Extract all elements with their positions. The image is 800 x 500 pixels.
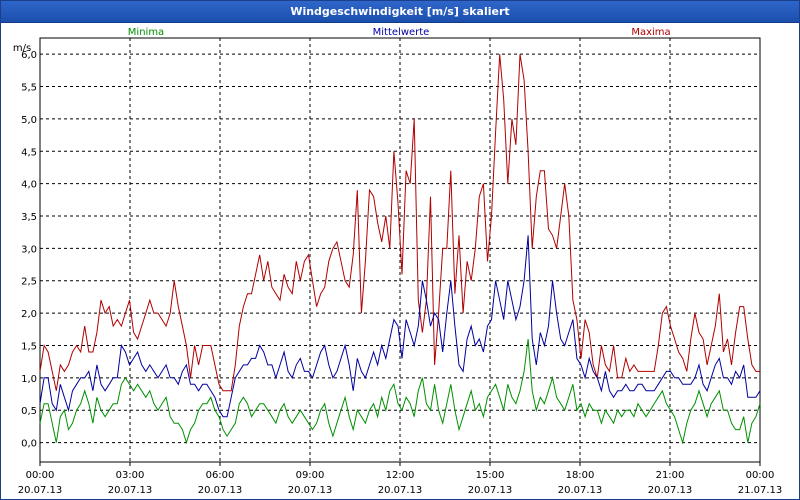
x-tick-time: 21:00 — [656, 470, 685, 481]
legend-mittelwerte: Mittelwerte — [373, 27, 430, 38]
x-tick-time: 09:00 — [296, 470, 325, 481]
x-tick-date: 20.07.13 — [648, 485, 693, 496]
y-tick-label: 4,0 — [21, 180, 37, 191]
x-tick-date: 20.07.13 — [558, 485, 603, 496]
legend-maxima: Maxima — [631, 27, 670, 38]
y-tick-label: 3,0 — [21, 244, 37, 255]
x-tick-time: 18:00 — [566, 470, 595, 481]
x-tick-time: 12:00 — [386, 470, 415, 481]
x-tick-time: 15:00 — [476, 470, 505, 481]
series-line-mittelwerte — [39, 235, 761, 418]
x-tick-time: 06:00 — [206, 470, 235, 481]
y-tick-label: 0,0 — [21, 439, 37, 450]
y-tick-label: 5,0 — [21, 115, 37, 126]
x-tick-date: 20.07.13 — [468, 485, 513, 496]
y-tick-label: 2,0 — [21, 309, 37, 320]
x-tick-time: 00:00 — [26, 470, 55, 481]
x-tick-date: 20.07.13 — [198, 485, 243, 496]
x-tick-date: 20.07.13 — [378, 485, 423, 496]
y-tick-label: 0,5 — [21, 406, 37, 417]
x-tick-date: 20.07.13 — [108, 485, 153, 496]
y-tick-label: 6,0 — [21, 50, 37, 61]
x-tick-time: 00:00 — [746, 470, 775, 481]
series-line-minima — [39, 338, 761, 445]
x-tick-date: 20.07.13 — [288, 485, 333, 496]
y-tick-label: 4,5 — [21, 147, 37, 158]
x-tick-date: 21.07.13 — [738, 485, 783, 496]
window-title: Windgeschwindigkeit [m/s] skaliert — [1, 1, 799, 23]
y-tick-label: 3,5 — [21, 212, 37, 223]
series-line-maxima — [39, 54, 760, 392]
y-tick-label: 1,5 — [21, 341, 37, 352]
x-tick-time: 03:00 — [116, 470, 145, 481]
y-tick-label: 2,5 — [21, 277, 37, 288]
y-axis-unit-label: m/s — [13, 43, 31, 54]
x-tick-date: 20.07.13 — [18, 485, 63, 496]
legend-minima: Minima — [128, 27, 164, 38]
y-tick-label: 1,0 — [21, 374, 37, 385]
y-tick-label: 5,5 — [21, 83, 37, 94]
